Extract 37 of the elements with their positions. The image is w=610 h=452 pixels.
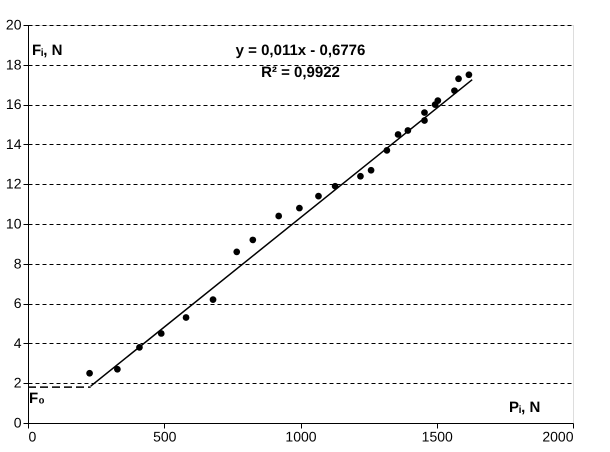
point (233, 248, 240, 256)
y-tick-label: 2 (14, 374, 22, 391)
point (210, 296, 216, 303)
point (114, 366, 121, 373)
point (455, 75, 462, 82)
annotation: R² = 0,9922 (261, 64, 340, 81)
x-tick-label: 2000 (542, 428, 574, 444)
annotation: y = 0,011x - 0,6776 (236, 42, 366, 60)
x-tick-label: 1500 (422, 428, 454, 444)
x-tick-label: 500 (153, 428, 177, 444)
point (315, 192, 322, 200)
point (394, 131, 402, 138)
y-tick-label: 4 (14, 334, 22, 351)
x-tick-label: 1000 (285, 428, 317, 444)
point (434, 97, 442, 104)
point (249, 236, 256, 244)
y-tick-label: 0 (14, 414, 22, 430)
point (357, 172, 364, 180)
point (182, 314, 190, 321)
annotation: F₀ (29, 390, 45, 408)
y-tick-label: 8 (14, 255, 22, 272)
y-tick-label: 20 (6, 16, 22, 32)
y-tick-label: 14 (6, 136, 22, 152)
y-tick-label: 10 (6, 216, 22, 232)
point (296, 204, 303, 212)
point (275, 212, 282, 220)
y-tick-label: 16 (6, 96, 22, 112)
x-tick-label: 0 (28, 428, 36, 444)
y-tick-label: 6 (14, 295, 22, 312)
y-tick-label: 12 (6, 176, 22, 192)
point (421, 109, 428, 116)
point (466, 71, 472, 78)
x-axis-title: Pᵢ, N (509, 399, 540, 416)
point (86, 370, 93, 377)
y-tick-label: 18 (6, 56, 22, 72)
point (368, 166, 374, 174)
y-axis-title: Fᵢ, N (32, 42, 62, 60)
